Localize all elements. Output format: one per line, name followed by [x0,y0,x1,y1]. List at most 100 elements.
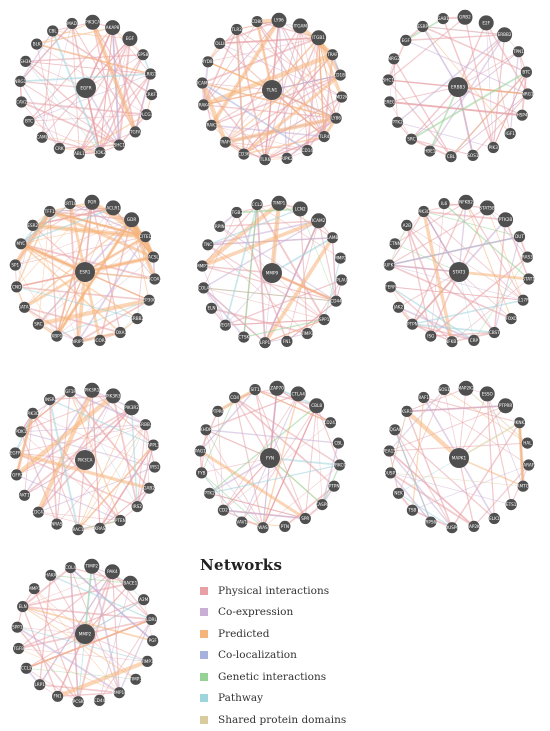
gene-label: NEK [394,491,403,496]
gene-node: LAMB [327,232,339,244]
gene-label: TNC [203,242,213,247]
gene-label: CITED [139,234,152,239]
hub-node: EGFR [76,78,96,98]
edge [429,34,506,152]
edge [411,271,460,325]
edge [77,299,150,343]
gene-label: TIMP1 [140,659,154,664]
edge [56,659,149,699]
gene-label: HAL [523,441,532,446]
gene-label: NFKB2 [459,200,473,205]
edge [388,79,459,88]
edge [458,457,524,487]
gene-label: CAV2 [16,99,27,104]
gene-node: INSR [44,393,56,406]
edge [269,457,323,506]
edge [200,82,228,143]
gene-node: NFKB1 [445,336,459,348]
gene-node: ERBB2 [497,27,513,43]
edge [236,29,342,98]
gene-label: RPS6 [425,520,436,525]
gene-node: DUSP6 [445,522,459,534]
edge [264,96,342,160]
gene-node: WAS [257,522,269,534]
gene-label: ARAF [523,462,534,467]
edge [394,243,460,273]
gene-label: CBL [334,441,343,446]
gene-label: PGR [88,200,97,205]
gene-node: PIK3 [487,141,499,154]
gene-node: IL17R [517,294,529,306]
legend-label: Co-expression [218,606,294,619]
gene-node: ELK1 [488,512,500,525]
edge [85,87,101,153]
gene-node: LRP1 [259,337,271,349]
edge [387,79,452,158]
edge [398,492,453,529]
edge [318,220,337,302]
gene-node: TGFA [129,126,141,138]
gene-label: ITGAM [293,23,307,28]
gene-node: KRT18 [63,198,77,210]
edge [269,388,278,459]
edge [84,202,93,273]
gene-label: FOXA1 [113,330,127,335]
gene-label: CCL2 [21,666,32,671]
gene-node: HSP4 [516,109,528,121]
gene-label: CD36 [238,152,250,157]
gene-node: PIK3CA [85,14,100,30]
gene-label: CAML [36,135,48,140]
gene-node: PTPRC [211,405,224,417]
edge [18,571,113,649]
gene-node: LRIG1 [144,68,157,80]
legend-swatch [200,651,208,660]
edge [16,474,121,521]
gene-label: PRKCQ [333,462,348,467]
gene-node: CD180 [333,69,348,81]
edge [286,117,337,159]
gene-label: TLR6 [259,157,271,162]
edge [99,38,131,153]
gene-label: CASP8 [315,502,329,507]
edge [39,571,114,686]
edge [457,86,528,95]
edge [398,306,475,342]
gene-node: CCL2 [20,662,32,674]
edge [84,395,114,461]
gene-label: NRIP1 [72,339,85,344]
edge [26,618,152,670]
edge [17,626,148,662]
edge [55,218,133,337]
edge [450,93,528,157]
gene-node: VAV1 [236,516,247,528]
edge [205,393,299,431]
legend-label: Predicted [218,627,270,640]
gene-label: PIK3R2 [124,405,139,410]
edge [20,73,151,83]
gene-label: PIK3R1 [85,388,100,393]
edge [202,82,337,120]
gene-node: CTNN [389,238,401,250]
gene-label: TIMP3 [128,677,142,682]
gene-label: HAKA [45,573,57,578]
edge [485,22,511,134]
edge [203,287,325,320]
gene-node: FOXO [506,313,518,325]
gene-node: PTPN [406,318,418,330]
edge [225,272,273,326]
gene-label: MD2K [336,94,349,99]
edge [22,606,59,697]
gene-node: ELN [205,302,218,314]
edge [202,287,245,338]
edge [91,201,156,280]
gene-label: XBP1 [51,334,62,339]
hub-label: PIK3CA [78,458,93,463]
gene-node: FN1 [52,690,64,702]
gene-label: SPR [301,516,309,521]
gene-label: NCOA1 [147,276,162,281]
gene-node: SIT1 [249,384,261,396]
gene-label: IRS1 [150,464,160,469]
gene-label: PTPN [329,484,340,489]
gene-label: IRAK4 [197,102,210,107]
edge [41,136,101,154]
